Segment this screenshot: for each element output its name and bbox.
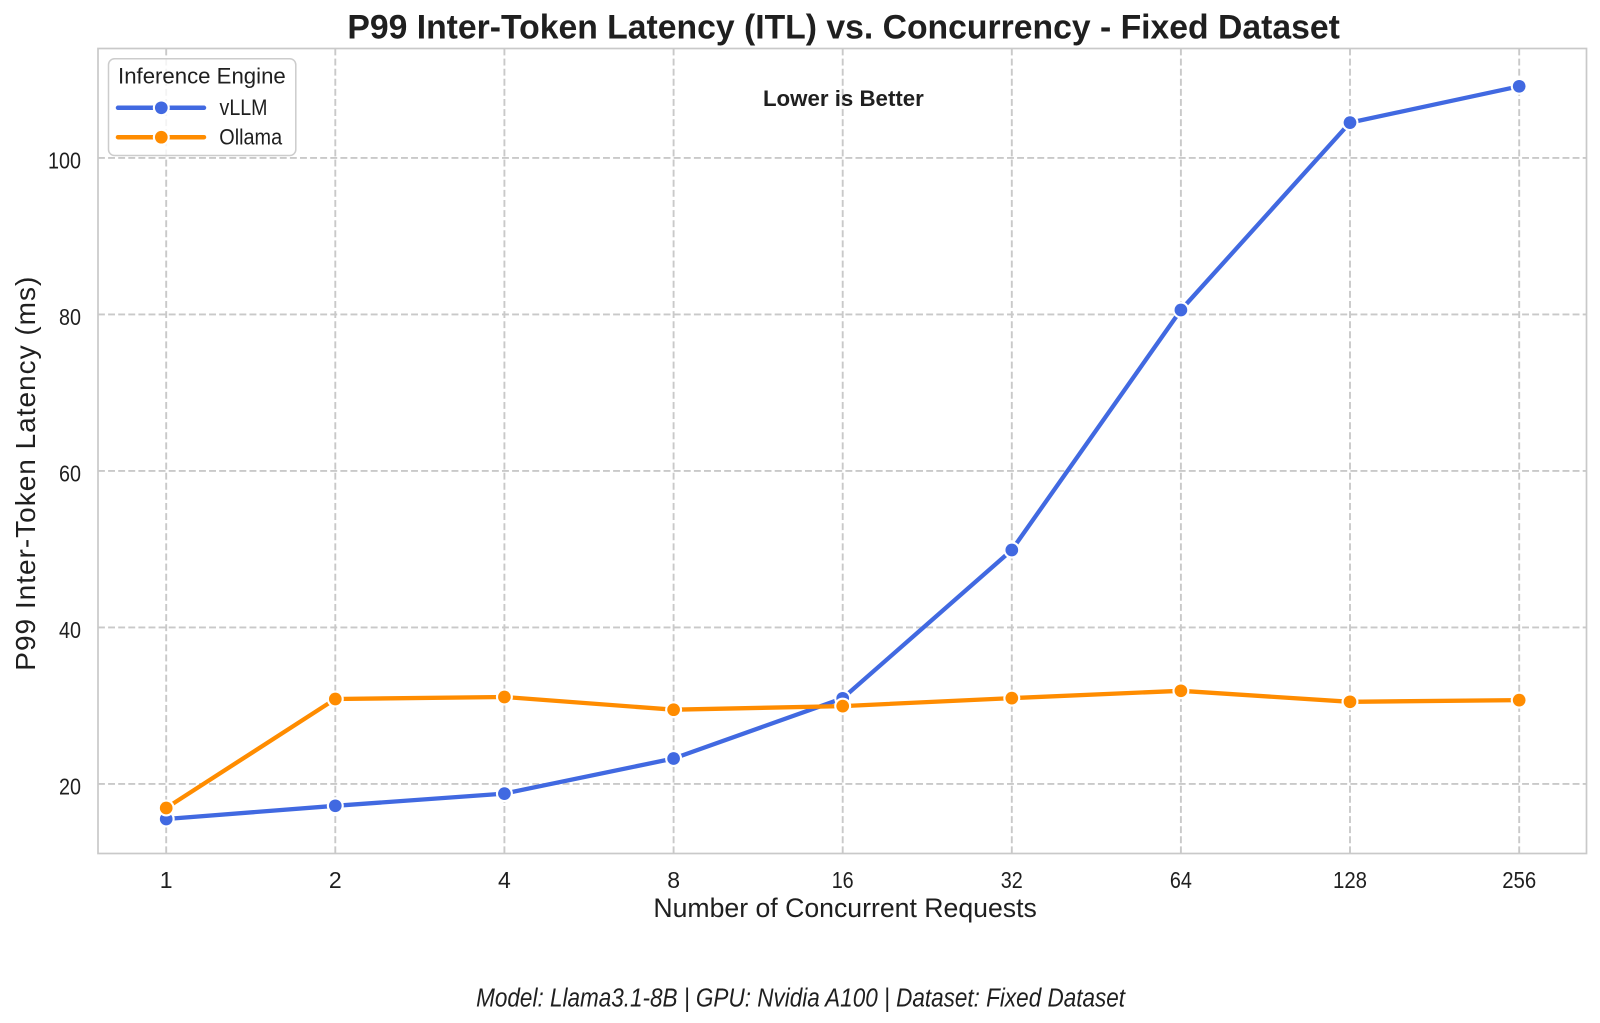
svg-text:P99 Inter-Token Latency (ms): P99 Inter-Token Latency (ms) <box>10 277 41 671</box>
svg-text:60: 60 <box>59 460 81 486</box>
svg-text:20: 20 <box>59 773 81 799</box>
svg-text:vLLM: vLLM <box>220 95 268 120</box>
svg-text:128: 128 <box>1333 867 1367 893</box>
svg-text:40: 40 <box>59 617 81 643</box>
svg-text:Model: Llama3.1-8B | GPU: Nvid: Model: Llama3.1-8B | GPU: Nvidia A100 | … <box>476 982 1126 1012</box>
svg-text:4: 4 <box>498 867 511 893</box>
svg-text:16: 16 <box>832 867 854 893</box>
svg-text:Inference Engine: Inference Engine <box>118 64 286 89</box>
svg-text:64: 64 <box>1170 867 1192 893</box>
svg-text:256: 256 <box>1502 867 1536 893</box>
svg-text:2: 2 <box>329 867 342 893</box>
svg-text:Lower is Better: Lower is Better <box>763 86 924 111</box>
svg-text:80: 80 <box>59 304 81 330</box>
svg-text:100: 100 <box>48 147 81 173</box>
svg-text:P99 Inter-Token Latency (ITL): P99 Inter-Token Latency (ITL) vs. Concur… <box>347 9 1340 47</box>
svg-text:Number of Concurrent Requests: Number of Concurrent Requests <box>653 893 1037 923</box>
svg-text:32: 32 <box>1001 867 1023 893</box>
svg-text:1: 1 <box>160 867 173 893</box>
svg-text:8: 8 <box>667 867 680 893</box>
svg-text:Ollama: Ollama <box>219 125 282 150</box>
